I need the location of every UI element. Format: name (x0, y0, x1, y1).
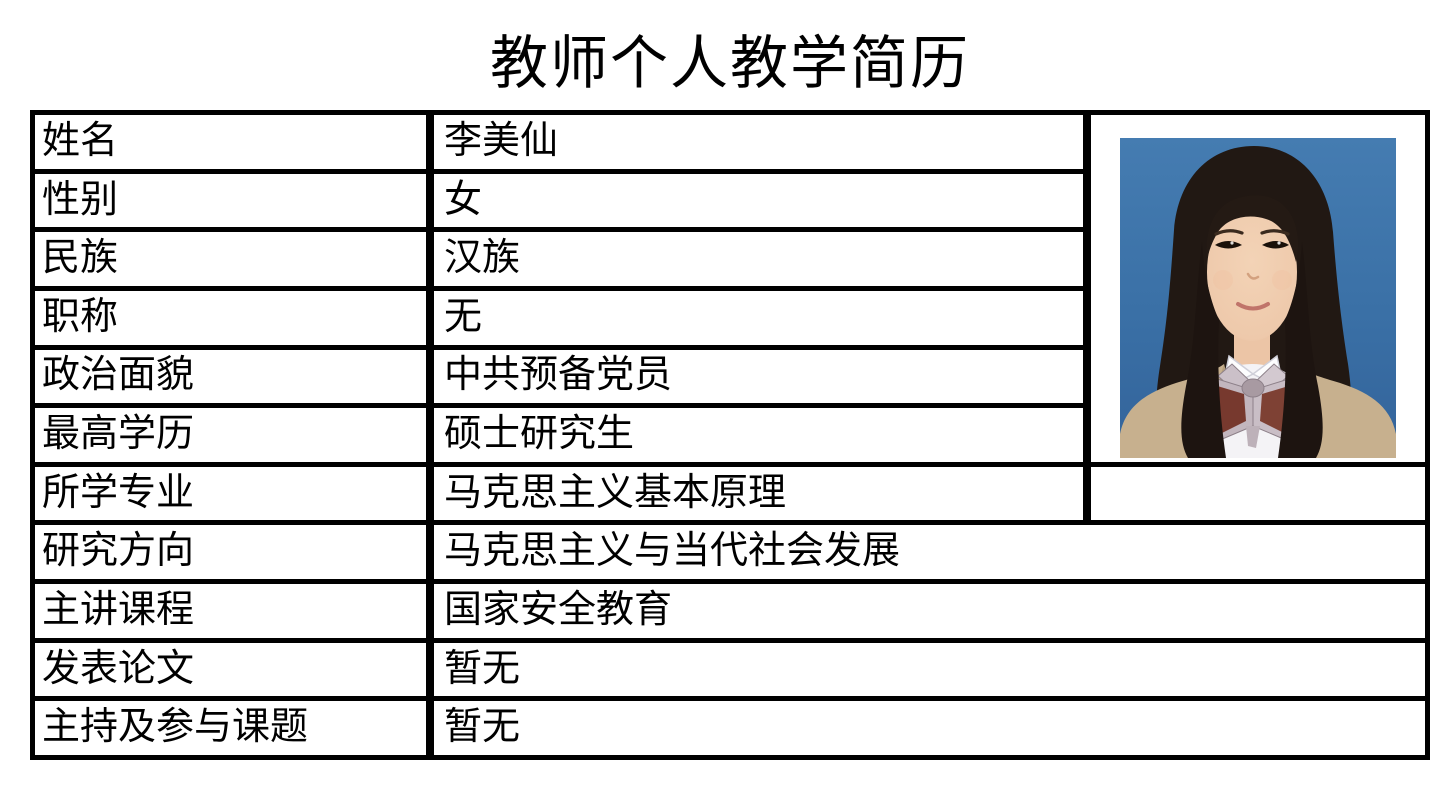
row-value: 汉族 (434, 232, 1083, 286)
row-label: 姓名 (35, 115, 426, 169)
row-value: 暂无 (434, 701, 1425, 755)
row-value: 马克思主义基本原理 (434, 466, 1083, 521)
hair-front-right (1278, 241, 1323, 458)
cheek-right (1272, 269, 1292, 290)
row-value: 硕士研究生 (434, 408, 1083, 462)
hair-front-left (1181, 241, 1226, 458)
row-value: 暂无 (434, 642, 1425, 697)
row-value: 女 (434, 173, 1083, 228)
row-label: 发表论文 (35, 642, 426, 697)
face (1207, 202, 1297, 341)
photo-cell (1091, 115, 1425, 462)
resume-table: 姓名 李美仙 性别女民族 汉族 职称无政治面貌 中共预备党员 最高学历 硕士研究生 所学专业 马克… (30, 110, 1430, 760)
row-label: 职称 (35, 290, 426, 345)
row-value: 中共预备党员 (434, 349, 1083, 404)
row-value: 马克思主义与当代社会发展 (434, 525, 1425, 580)
hair-bangs (1206, 195, 1299, 262)
page-title: 教师个人教学简历 (489, 31, 970, 96)
row-label: 所学专业 (35, 466, 426, 521)
row-label: 主讲课程 (35, 584, 426, 638)
row-label: 最高学历 (35, 408, 426, 462)
row-value: 李美仙 (434, 115, 1083, 169)
portrait-photo (1120, 137, 1396, 458)
cheek-left (1213, 269, 1233, 290)
row-label: 研究方向 (35, 525, 426, 580)
row-value: 无 (434, 290, 1083, 345)
row-label: 政治面貌 (35, 349, 426, 404)
row-label: 主持及参与课题 (35, 701, 426, 755)
row-label: 民族 (35, 232, 426, 286)
empty-cell (1091, 466, 1425, 521)
row-value: 国家安全教育 (434, 584, 1425, 638)
row-label: 性别 (35, 173, 426, 228)
face-features (1214, 228, 1290, 311)
